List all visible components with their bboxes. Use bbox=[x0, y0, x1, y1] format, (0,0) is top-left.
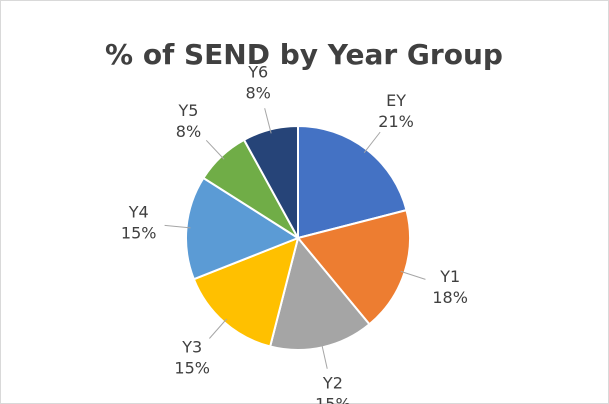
category-label: Y1 bbox=[439, 267, 460, 286]
category-label: Y5 bbox=[177, 101, 198, 120]
value-label: 15% bbox=[315, 395, 351, 404]
chart-title: % of SEND by Year Group bbox=[105, 38, 503, 71]
leader-line bbox=[363, 131, 381, 153]
leader-line bbox=[164, 224, 191, 229]
category-label: Y6 bbox=[247, 63, 268, 82]
leader-line bbox=[209, 318, 227, 339]
leader-line bbox=[400, 270, 426, 280]
value-label: 8% bbox=[176, 122, 201, 141]
leader-line bbox=[264, 108, 272, 134]
leader-line bbox=[205, 139, 225, 160]
value-label: 8% bbox=[246, 84, 271, 103]
category-label: Y2 bbox=[322, 374, 343, 393]
leader-line bbox=[321, 343, 328, 369]
category-label: EY bbox=[386, 91, 406, 110]
category-label: Y4 bbox=[128, 202, 149, 221]
value-label: 15% bbox=[121, 223, 157, 242]
category-label: Y3 bbox=[181, 338, 202, 357]
value-label: 15% bbox=[174, 359, 210, 378]
value-label: 18% bbox=[432, 288, 468, 307]
value-label: 21% bbox=[378, 112, 414, 131]
